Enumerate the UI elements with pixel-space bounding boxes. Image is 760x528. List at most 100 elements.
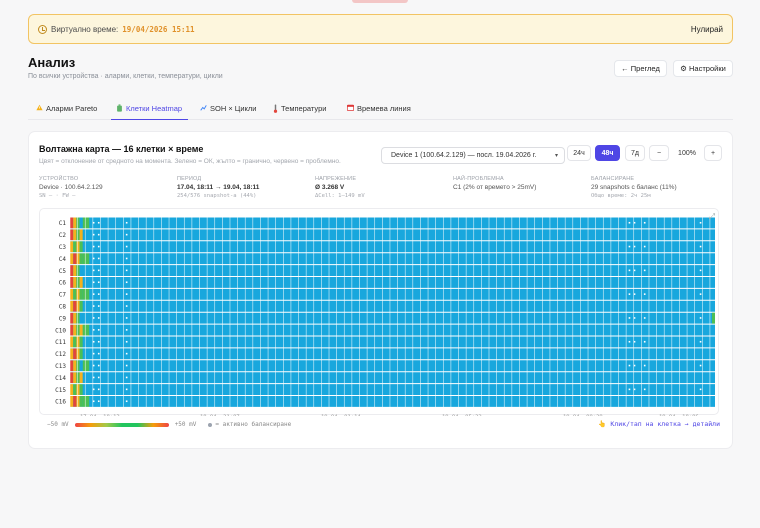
voltage-heatmap[interactable]: C1 C2 C3 C4 C5 C6 C7 C8 C9 C10 C11 C12 C13 C14 C15 C16 1… [39,208,720,420]
heatmap-cell[interactable] [79,396,83,407]
heatmap-cell[interactable] [76,217,80,229]
tab-cells-heatmap[interactable]: Клетки Heatmap [111,99,189,120]
zoom-in-button[interactable]: + [704,145,722,161]
heatmap-cell[interactable] [79,265,83,276]
heatmap-cell[interactable] [82,360,86,372]
heatmap-cell[interactable] [73,348,77,360]
tab-timeline[interactable]: Времева линия [347,99,411,120]
heatmap-cell[interactable] [82,312,86,324]
heatmap-cell[interactable] [76,265,80,276]
heatmap-cell[interactable] [86,348,90,360]
range-48h-button[interactable]: 48ч [595,145,620,161]
range-24h-button[interactable]: 24ч [567,145,591,161]
heatmap-cell[interactable] [79,336,83,348]
heatmap-cell[interactable] [79,229,83,241]
heatmap-cell[interactable] [82,277,86,288]
heatmap-cell[interactable] [82,336,86,348]
heatmap-cell[interactable] [73,384,77,395]
heatmap-cell[interactable] [70,217,74,229]
heatmap-cell[interactable] [76,229,80,241]
heatmap-cell[interactable] [82,217,86,229]
heatmap-cell[interactable] [82,348,86,360]
heatmap-cell[interactable] [76,348,80,360]
device-select[interactable]: Device 1 (100.64.2.129) — посл. 19.04.20… [381,147,565,164]
heatmap-cell[interactable] [86,277,90,288]
heatmap-cell[interactable] [79,241,83,253]
heatmap-cell[interactable] [70,384,74,395]
heatmap-cell[interactable] [76,324,80,336]
heatmap-cell[interactable] [76,277,80,288]
reset-button[interactable]: Нулирай [690,24,723,34]
heatmap-cell[interactable] [86,372,90,384]
heatmap-cell[interactable] [70,265,74,276]
heatmap-cell[interactable] [86,312,90,324]
heatmap-cell[interactable] [70,277,74,288]
heatmap-cell[interactable] [73,360,77,372]
heatmap-cell[interactable] [86,265,90,276]
heatmap-cell[interactable] [86,217,90,229]
heatmap-cell[interactable] [73,300,77,312]
heatmap-cell[interactable] [73,324,77,336]
heatmap-cell[interactable] [73,336,77,348]
heatmap-canvas[interactable]: C1 C2 C3 C4 C5 C6 C7 C8 C9 C10 C11 C12 C13 C14 C15 C16 1… [40,209,720,420]
heatmap-cell[interactable] [82,288,86,300]
heatmap-cell[interactable] [86,253,90,265]
heatmap-cell[interactable] [73,312,77,324]
heatmap-cell[interactable] [79,253,83,265]
heatmap-cell[interactable] [79,372,83,384]
heatmap-cell[interactable] [79,348,83,360]
heatmap-cell[interactable] [82,253,86,265]
heatmap-cell[interactable] [79,312,83,324]
heatmap-cell[interactable] [86,300,90,312]
heatmap-cell[interactable] [70,336,74,348]
heatmap-cell[interactable] [79,300,83,312]
range-7d-button[interactable]: 7д [625,145,645,161]
heatmap-cell[interactable] [70,300,74,312]
heatmap-cell[interactable] [82,229,86,241]
heatmap-cell[interactable] [79,288,83,300]
tab-soh-cycles[interactable]: SOH × Цикли [200,99,256,120]
heatmap-cell[interactable] [70,229,74,241]
zoom-out-button[interactable]: − [649,145,669,161]
heatmap-cell[interactable] [86,384,90,395]
heatmap-cell[interactable] [73,217,77,229]
heatmap-cell[interactable] [86,324,90,336]
tab-temperatures[interactable]: Температури [273,99,326,120]
heatmap-cell[interactable] [82,241,86,253]
heatmap-cell[interactable] [79,324,83,336]
heatmap-cell[interactable] [70,312,74,324]
heatmap-cell[interactable] [82,324,86,336]
heatmap-cell[interactable] [73,265,77,276]
settings-button[interactable]: ⚙ Настройки [673,60,733,77]
heatmap-cell[interactable] [73,372,77,384]
heatmap-cell[interactable] [76,384,80,395]
heatmap-cell[interactable] [70,288,74,300]
heatmap-cell[interactable] [73,288,77,300]
overview-button[interactable]: ← Преглед [614,60,667,77]
heatmap-cell[interactable] [70,241,74,253]
heatmap-cell[interactable] [86,241,90,253]
heatmap-cell[interactable] [86,360,90,372]
heatmap-cell[interactable] [73,396,77,407]
heatmap-cell[interactable] [86,229,90,241]
heatmap-cell[interactable] [70,396,74,407]
heatmap-cell[interactable] [70,324,74,336]
heatmap-cell[interactable] [70,348,74,360]
heatmap-cell[interactable] [79,360,83,372]
heatmap-cell[interactable] [82,265,86,276]
heatmap-cell[interactable] [76,288,80,300]
heatmap-cell[interactable] [76,396,80,407]
tab-alarms-pareto[interactable]: Аларми Pareto [36,99,97,120]
heatmap-cell[interactable] [76,253,80,265]
heatmap-cell[interactable] [86,336,90,348]
heatmap-cell[interactable] [73,241,77,253]
heatmap-cell[interactable] [82,300,86,312]
heatmap-cell[interactable] [76,300,80,312]
heatmap-cell[interactable] [73,229,77,241]
heatmap-cell[interactable] [70,372,74,384]
heatmap-cell[interactable] [86,396,90,407]
heatmap-cell[interactable] [76,336,80,348]
heatmap-cell[interactable] [76,312,80,324]
heatmap-cell[interactable] [73,253,77,265]
heatmap-cell[interactable] [712,312,715,324]
